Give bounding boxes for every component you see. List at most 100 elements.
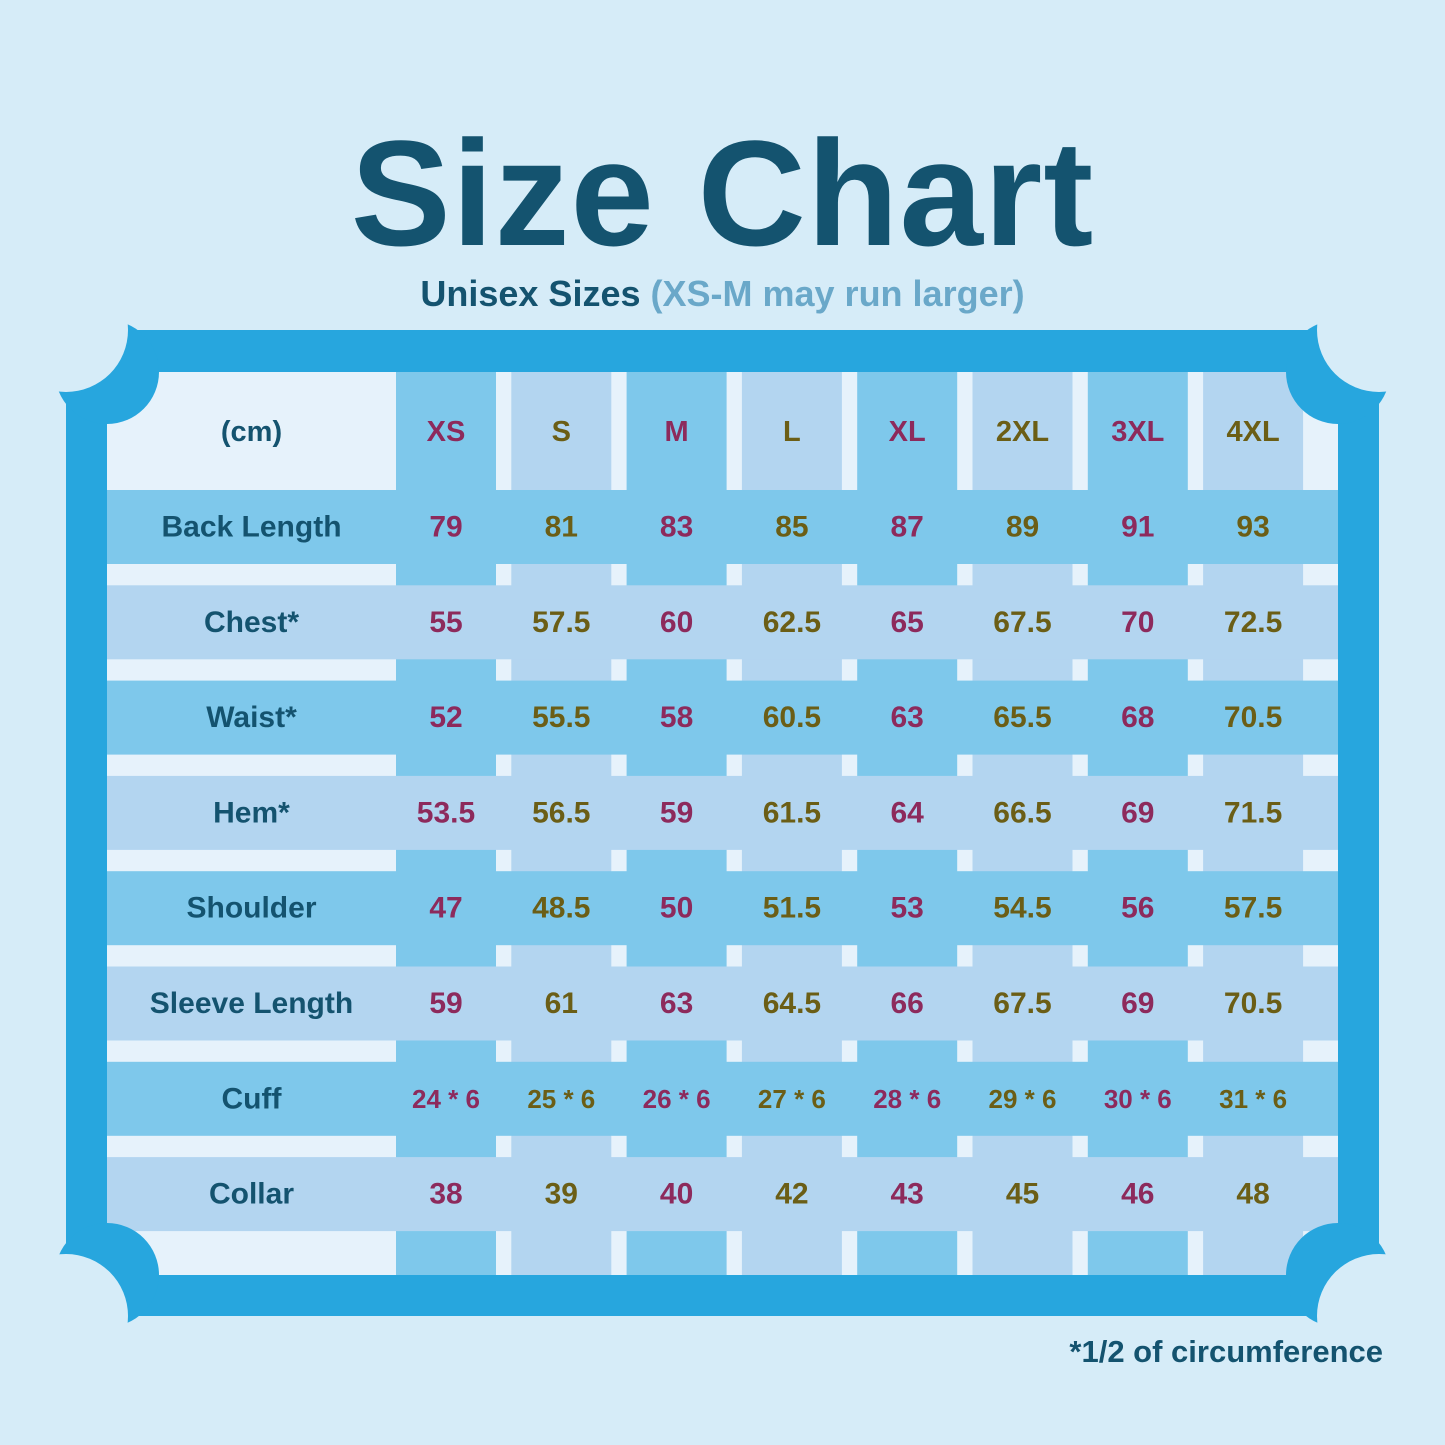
- table-cell: 29 * 6: [989, 1084, 1057, 1114]
- column-header: S: [552, 416, 571, 448]
- table-cell: 57.5: [1224, 892, 1282, 925]
- table-cell: 63: [660, 987, 693, 1020]
- table-cell: 45: [1006, 1178, 1039, 1211]
- table-cell: 30 * 6: [1104, 1084, 1172, 1114]
- table-cell: 64.5: [763, 987, 821, 1020]
- table-cell: 60.5: [763, 701, 821, 734]
- table-cell: 62.5: [763, 606, 821, 639]
- table-cell: 27 * 6: [758, 1084, 826, 1114]
- table-cell: 53.5: [417, 796, 475, 829]
- table-cell: 65.5: [993, 701, 1051, 734]
- column-header: M: [665, 416, 689, 448]
- table-cell: 39: [545, 1178, 578, 1211]
- table-cell: 70.5: [1224, 987, 1282, 1020]
- table-cell: 69: [1121, 796, 1154, 829]
- table-cell: 63: [891, 701, 924, 734]
- table-cell: 66: [891, 987, 924, 1020]
- unit-label: (cm): [221, 416, 282, 448]
- table-cell: 85: [775, 511, 808, 544]
- column-header: 2XL: [996, 416, 1049, 448]
- subtitle: Unisex Sizes (XS-M may run larger): [0, 276, 1445, 312]
- row-band: [107, 1061, 1338, 1136]
- column-header: 4XL: [1227, 416, 1280, 448]
- table-cell: 31 * 6: [1219, 1084, 1287, 1114]
- table-cell: 89: [1006, 511, 1039, 544]
- footnote: *1/2 of circumference: [1069, 1334, 1383, 1369]
- table-cell: 48: [1236, 1178, 1269, 1211]
- table-cell: 53: [891, 892, 924, 925]
- table-cell: 61: [545, 987, 578, 1020]
- row-band: [107, 585, 1338, 660]
- column-header: XS: [427, 416, 466, 448]
- table-cell: 38: [429, 1178, 462, 1211]
- table-cell: 54.5: [993, 892, 1051, 925]
- table-cell: 69: [1121, 987, 1154, 1020]
- table-cell: 58: [660, 701, 693, 734]
- table-cell: 81: [545, 511, 578, 544]
- table-cell: 67.5: [993, 606, 1051, 639]
- table-cell: 40: [660, 1178, 693, 1211]
- table-cell: 70.5: [1224, 701, 1282, 734]
- table-cell: 60: [660, 606, 693, 639]
- table-cell: 93: [1236, 511, 1269, 544]
- table-cell: 71.5: [1224, 796, 1282, 829]
- table-cell: 52: [429, 701, 462, 734]
- table-cell: 25 * 6: [527, 1084, 595, 1114]
- row-band: [107, 775, 1338, 850]
- table-cell: 70: [1121, 606, 1154, 639]
- table-cell: 43: [891, 1178, 924, 1211]
- table-cell: 42: [775, 1178, 808, 1211]
- table-cell: 66.5: [993, 796, 1051, 829]
- frame-corner-cutout: [1317, 268, 1441, 392]
- table-cell: 28 * 6: [873, 1084, 941, 1114]
- subtitle-main: Unisex Sizes: [420, 273, 641, 314]
- frame-corner-cutout: [4, 268, 128, 392]
- table-cell: 67.5: [993, 987, 1051, 1020]
- column-header: L: [783, 416, 801, 448]
- table-cell: 56.5: [532, 796, 590, 829]
- table-cell: 46: [1121, 1178, 1154, 1211]
- frame-corners: [4, 268, 1441, 1378]
- table-background: [107, 372, 1338, 1275]
- table-cell: 65: [891, 606, 924, 639]
- row-band: [107, 966, 1338, 1041]
- column-header: XL: [889, 416, 926, 448]
- row-label: Cuff: [222, 1082, 283, 1115]
- page-title: Size Chart: [350, 109, 1095, 277]
- column-header: 3XL: [1111, 416, 1164, 448]
- table-cell: 51.5: [763, 892, 821, 925]
- table-cell: 50: [660, 892, 693, 925]
- table-cell: 55: [429, 606, 462, 639]
- row-band: [107, 1157, 1338, 1232]
- table-cell: 57.5: [532, 606, 590, 639]
- row-band: [107, 871, 1338, 946]
- table-cell: 47: [429, 892, 462, 925]
- row-label: Chest*: [204, 606, 299, 639]
- row-label: Hem*: [213, 796, 290, 829]
- row-label: Sleeve Length: [150, 987, 353, 1020]
- table-cell: 91: [1121, 511, 1154, 544]
- subtitle-note: (XS-M may run larger): [650, 273, 1025, 314]
- table-cell: 68: [1121, 701, 1154, 734]
- table-cell: 48.5: [532, 892, 590, 925]
- row-band: [107, 680, 1338, 755]
- frame-corner-cutout: [1317, 1254, 1441, 1378]
- table-cell: 83: [660, 511, 693, 544]
- row-label: Waist*: [206, 701, 297, 734]
- table-cell: 64: [891, 796, 925, 829]
- table-cell: 59: [660, 796, 693, 829]
- table-cell: 26 * 6: [643, 1084, 711, 1114]
- row-label: Shoulder: [186, 892, 316, 925]
- frame-corner-cutout: [4, 1254, 128, 1378]
- table-cell: 56: [1121, 892, 1154, 925]
- table-cell: 72.5: [1224, 606, 1282, 639]
- table-cell: 61.5: [763, 796, 821, 829]
- table-cell: 24 * 6: [412, 1084, 480, 1114]
- table-cell: 79: [429, 511, 462, 544]
- table-cell: 87: [891, 511, 924, 544]
- row-label: Back Length: [161, 511, 341, 544]
- row-label: Collar: [209, 1178, 294, 1211]
- row-band: [107, 490, 1338, 564]
- table-cell: 55.5: [532, 701, 590, 734]
